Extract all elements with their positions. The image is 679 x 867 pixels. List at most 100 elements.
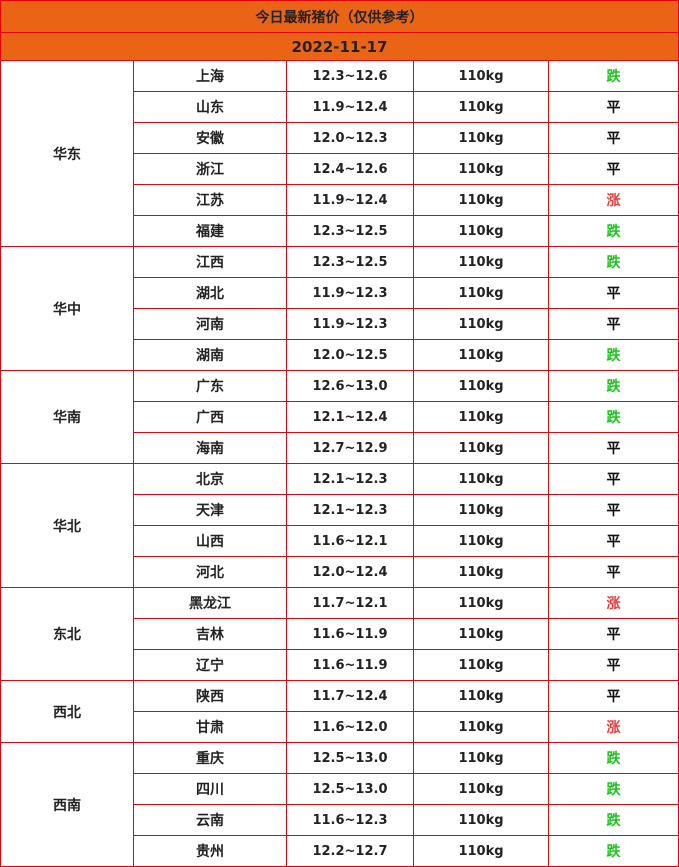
price-cell: 11.9~12.3 (286, 277, 414, 309)
trend-cell: 平 (547, 122, 679, 154)
weight-cell: 110kg (413, 618, 549, 650)
weight-cell: 110kg (413, 432, 549, 464)
price-cell: 12.3~12.5 (286, 246, 414, 278)
weight-cell: 110kg (413, 308, 549, 340)
weight-cell: 110kg (413, 215, 549, 247)
trend-cell: 跌 (547, 401, 679, 433)
province-cell: 湖南 (133, 339, 287, 371)
trend-cell: 平 (547, 618, 679, 650)
table-title: 今日最新猪价（仅供参考） (0, 0, 679, 33)
weight-cell: 110kg (413, 742, 549, 774)
weight-cell: 110kg (413, 649, 549, 681)
weight-cell: 110kg (413, 835, 549, 867)
trend-cell: 平 (547, 649, 679, 681)
weight-cell: 110kg (413, 153, 549, 185)
region-cell: 西北 (0, 680, 134, 743)
table-date: 2022-11-17 (0, 32, 679, 61)
region-cell: 华中 (0, 246, 134, 371)
province-cell: 湖北 (133, 277, 287, 309)
weight-cell: 110kg (413, 587, 549, 619)
province-cell: 浙江 (133, 153, 287, 185)
trend-cell: 跌 (547, 804, 679, 836)
weight-cell: 110kg (413, 339, 549, 371)
trend-cell: 平 (547, 494, 679, 526)
table-row: 天津 12.1~12.3 110kg 平 (1, 494, 679, 526)
weight-cell: 110kg (413, 401, 549, 433)
price-cell: 12.5~13.0 (286, 773, 414, 805)
trend-cell: 跌 (547, 773, 679, 805)
trend-cell: 跌 (547, 339, 679, 371)
table-row: 华南 广东 12.6~13.0 110kg 跌 (0, 370, 679, 464)
trend-cell: 平 (547, 680, 679, 712)
trend-cell: 平 (547, 432, 679, 464)
province-cell: 陕西 (133, 680, 287, 712)
title-row: 今日最新猪价（仅供参考） (0, 0, 679, 33)
province-cell: 黑龙江 (133, 587, 287, 619)
price-cell: 12.1~12.3 (286, 463, 414, 495)
price-cell: 12.0~12.4 (286, 556, 414, 588)
price-cell: 11.9~12.3 (286, 308, 414, 340)
trend-cell: 跌 (547, 60, 679, 92)
weight-cell: 110kg (413, 680, 549, 712)
trend-cell: 平 (547, 153, 679, 185)
trend-cell: 跌 (547, 215, 679, 247)
weight-cell: 110kg (413, 556, 549, 588)
province-cell: 重庆 (133, 742, 287, 774)
trend-cell: 跌 (547, 370, 679, 402)
weight-cell: 110kg (413, 246, 549, 278)
province-cell: 江苏 (133, 184, 287, 216)
table-row: 江苏 11.9~12.4 110kg 涨 (1, 184, 679, 216)
trend-cell: 涨 (547, 587, 679, 619)
weight-cell: 110kg (413, 91, 549, 123)
table-row: 安徽 12.0~12.3 110kg 平 (1, 122, 679, 154)
trend-cell: 平 (547, 556, 679, 588)
price-cell: 11.6~12.3 (286, 804, 414, 836)
province-cell: 辽宁 (133, 649, 287, 681)
province-cell: 上海 (133, 60, 287, 92)
price-cell: 12.1~12.4 (286, 401, 414, 433)
trend-cell: 跌 (547, 835, 679, 867)
price-cell: 12.4~12.6 (286, 153, 414, 185)
region-cell: 东北 (0, 587, 134, 681)
table-row: 浙江 12.4~12.6 110kg 平 (1, 153, 679, 185)
province-cell: 云南 (133, 804, 287, 836)
trend-cell: 平 (547, 463, 679, 495)
province-cell: 甘肃 (133, 711, 287, 743)
province-cell: 吉林 (133, 618, 287, 650)
price-cell: 12.1~12.3 (286, 494, 414, 526)
province-cell: 河南 (133, 308, 287, 340)
weight-cell: 110kg (413, 122, 549, 154)
trend-cell: 跌 (547, 246, 679, 278)
province-cell: 山西 (133, 525, 287, 557)
table-row: 西南 重庆 12.5~13.0 110kg 跌 (0, 742, 679, 867)
table-row: 湖南 12.0~12.5 110kg 跌 (1, 339, 679, 371)
price-cell: 12.3~12.6 (286, 60, 414, 92)
price-cell: 11.7~12.4 (286, 680, 414, 712)
price-cell: 11.6~12.1 (286, 525, 414, 557)
table-row: 山西 11.6~12.1 110kg 平 (1, 525, 679, 557)
price-cell: 12.0~12.5 (286, 339, 414, 371)
weight-cell: 110kg (413, 804, 549, 836)
province-cell: 四川 (133, 773, 287, 805)
trend-cell: 平 (547, 91, 679, 123)
weight-cell: 110kg (413, 277, 549, 309)
weight-cell: 110kg (413, 525, 549, 557)
province-cell: 安徽 (133, 122, 287, 154)
province-cell: 福建 (133, 215, 287, 247)
province-cell: 河北 (133, 556, 287, 588)
trend-cell: 平 (547, 308, 679, 340)
table-row: 福建 12.3~12.5 110kg 跌 (1, 215, 679, 247)
table-row: 甘肃 11.6~12.0 110kg 涨 (1, 711, 679, 743)
weight-cell: 110kg (413, 370, 549, 402)
table-row: 贵州 12.2~12.7 110kg 跌 (1, 835, 679, 867)
table-row: 辽宁 11.6~11.9 110kg 平 (1, 649, 679, 681)
price-cell: 11.6~11.9 (286, 649, 414, 681)
table-row: 山东 11.9~12.4 110kg 平 (1, 91, 679, 123)
weight-cell: 110kg (413, 773, 549, 805)
price-cell: 11.6~11.9 (286, 618, 414, 650)
trend-cell: 平 (547, 525, 679, 557)
table-row: 华北 北京 12.1~12.3 110kg 平 (0, 463, 679, 588)
province-cell: 江西 (133, 246, 287, 278)
table-row: 吉林 11.6~11.9 110kg 平 (1, 618, 679, 650)
